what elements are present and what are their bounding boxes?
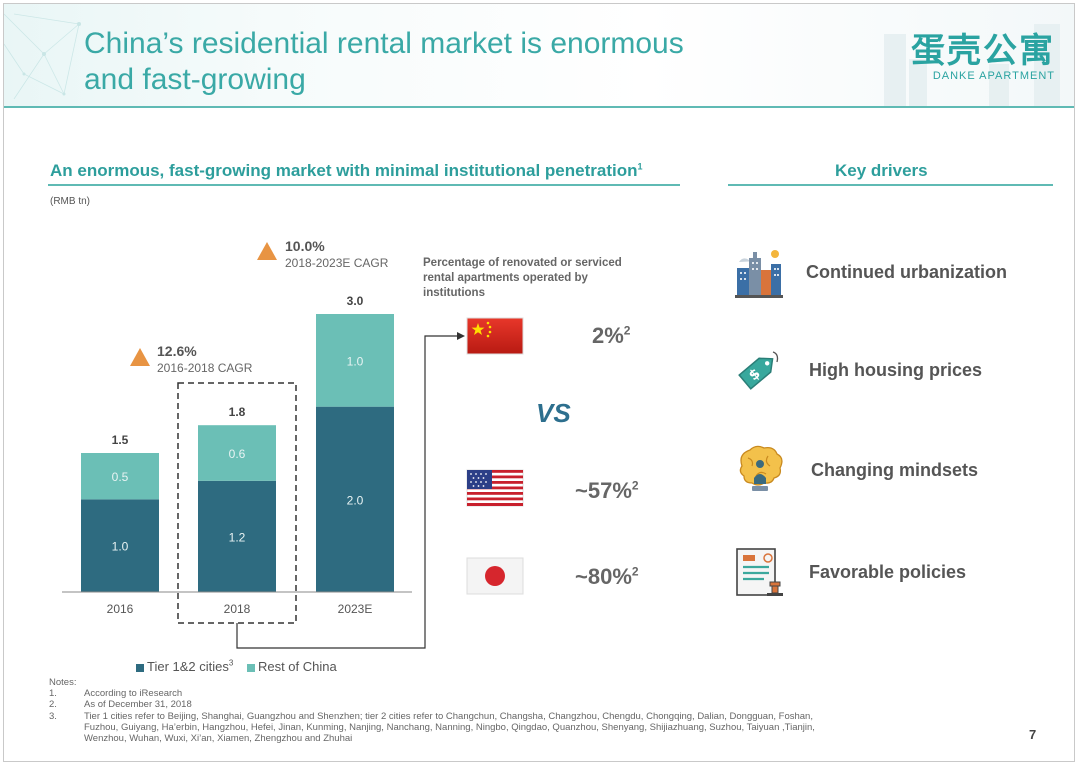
bar-total-label: 1.5 bbox=[112, 433, 129, 447]
bar-2016-series-0 bbox=[81, 499, 159, 592]
china-penetration-value: 2%2 bbox=[592, 323, 630, 349]
legend-swatch-rest bbox=[246, 663, 255, 672]
note-3-num: 3. bbox=[49, 711, 57, 722]
japan-flag-icon bbox=[466, 557, 524, 595]
key-drivers-underline bbox=[728, 184, 1053, 186]
price-tag-icon: $ bbox=[738, 351, 779, 390]
connector-arrowhead bbox=[457, 332, 465, 340]
city-buildings-icon bbox=[735, 250, 783, 298]
page-border bbox=[3, 3, 1075, 762]
header-divider bbox=[4, 106, 1074, 108]
penetration-caption: Percentage of renovated or serviced rent… bbox=[423, 256, 673, 301]
china-flag-icon bbox=[466, 317, 524, 355]
japan-penetration-value: ~80%2 bbox=[575, 564, 639, 590]
note-2-num: 2. bbox=[49, 699, 57, 710]
market-section-title: An enormous, fast-growing market with mi… bbox=[50, 161, 643, 181]
usa-penetration-value: ~57%2 bbox=[575, 478, 639, 504]
header-banner bbox=[4, 4, 1074, 108]
bar-value-label: 0.5 bbox=[112, 470, 129, 484]
cagr-triangle-icon bbox=[257, 242, 277, 260]
bar-2018-series-0 bbox=[198, 480, 276, 592]
japan-penetration-sup: 2 bbox=[631, 564, 639, 579]
driver-label-urbanization: Continued urbanization bbox=[806, 262, 1007, 282]
bar-2016-series-1 bbox=[81, 453, 159, 500]
market-section-title-text: An enormous, fast-growing market with mi… bbox=[50, 161, 638, 180]
x-tick-label: 2018 bbox=[224, 602, 251, 616]
market-section-underline bbox=[48, 184, 680, 186]
highlight-dashed-box bbox=[177, 382, 297, 624]
market-section-title-sup: 1 bbox=[637, 161, 643, 172]
legend-swatch-tier12 bbox=[136, 663, 144, 672]
logo-chinese-text: 蛋壳公寓 bbox=[911, 31, 1055, 71]
japan-penetration-number: ~80% bbox=[575, 564, 632, 589]
note-3-text: Tier 1 cities refer to Beijing, Shanghai… bbox=[84, 711, 934, 744]
china-penetration-sup: 2 bbox=[623, 323, 631, 338]
bar-value-label: 2.0 bbox=[347, 493, 364, 507]
unit-label: (RMB tn) bbox=[50, 196, 90, 207]
vs-label: VS bbox=[536, 398, 571, 428]
cagr-2018-2023-value: 10.0% bbox=[285, 238, 325, 254]
page-title-line1: China’s residential rental market is eno… bbox=[84, 27, 684, 60]
driver-label-policies: Favorable policies bbox=[809, 562, 967, 582]
connector-arrow-line bbox=[236, 335, 462, 649]
legend-item-rest: Rest of China bbox=[246, 659, 337, 675]
bar-value-label: 0.6 bbox=[229, 447, 246, 461]
page-number: 7 bbox=[1029, 727, 1037, 742]
legend-label-rest: Rest of China bbox=[257, 659, 337, 675]
bar-2023E-series-0 bbox=[316, 406, 394, 592]
cagr-2016-2018-value: 12.6% bbox=[157, 343, 197, 359]
note-3-line1: Tier 1 cities refer to Beijing, Shanghai… bbox=[84, 711, 813, 722]
note-3-line3: Wenzhou, Wuhan, Wuxi, Xi’an, Xiamen, Zhe… bbox=[84, 733, 353, 744]
chart-legend: Tier 1&2 cities3 Rest of China bbox=[136, 659, 337, 674]
logo-english-text: DANKE APARTMENT bbox=[932, 70, 1055, 82]
usa-penetration-number: ~57% bbox=[575, 478, 632, 503]
x-tick-label: 2023E bbox=[338, 602, 373, 616]
policy-document-icon bbox=[736, 548, 783, 596]
china-penetration-number: 2% bbox=[592, 323, 624, 348]
usa-flag-icon bbox=[466, 469, 524, 507]
bar-value-label: 1.0 bbox=[112, 540, 129, 554]
notes-heading: Notes: bbox=[49, 677, 77, 688]
driver-label-mindsets: Changing mindsets bbox=[811, 460, 979, 480]
usa-penetration-sup: 2 bbox=[631, 478, 639, 493]
driver-label-housing-prices: High housing prices bbox=[809, 360, 983, 380]
key-drivers-title: Key drivers bbox=[835, 161, 928, 180]
note-1-text: According to iResearch bbox=[84, 688, 183, 699]
bar-total-label: 3.0 bbox=[347, 294, 364, 308]
legend-label-tier12: Tier 1&2 cities bbox=[147, 659, 229, 675]
bar-value-label: 1.0 bbox=[347, 354, 364, 368]
penetration-caption-line2: rental apartments operated by bbox=[423, 272, 588, 284]
network-pattern-decoration bbox=[4, 13, 1060, 108]
note-3-line2: Fuzhou, Guiyang, Ha’erbin, Hangzhou, Hef… bbox=[84, 722, 815, 733]
note-2-text: As of December 31, 2018 bbox=[84, 699, 192, 710]
penetration-caption-line1: Percentage of renovated or serviced bbox=[423, 257, 622, 269]
cagr-2016-2018-label: 2016-2018 CAGR bbox=[157, 361, 253, 375]
company-logo: 蛋壳公寓 DANKE APARTMENT bbox=[905, 32, 1055, 82]
note-1-num: 1. bbox=[49, 688, 57, 699]
bar-2018-series-1 bbox=[198, 425, 276, 481]
brain-person-icon bbox=[739, 445, 783, 491]
bar-total-label: 1.8 bbox=[229, 405, 246, 419]
cagr-triangle-icon bbox=[130, 348, 150, 366]
bar-value-label: 1.2 bbox=[229, 530, 246, 544]
legend-label-tier12-sup: 3 bbox=[228, 659, 234, 668]
cagr-2018-2023-label: 2018-2023E CAGR bbox=[285, 256, 389, 270]
page-title: China’s residential rental market is eno… bbox=[84, 26, 684, 98]
penetration-caption-line3: institutions bbox=[423, 287, 485, 299]
x-tick-label: 2016 bbox=[107, 602, 134, 616]
legend-item-tier12: Tier 1&2 cities3 bbox=[136, 659, 233, 674]
bar-2023E-series-1 bbox=[316, 314, 394, 407]
page-title-line2: and fast-growing bbox=[84, 63, 306, 96]
